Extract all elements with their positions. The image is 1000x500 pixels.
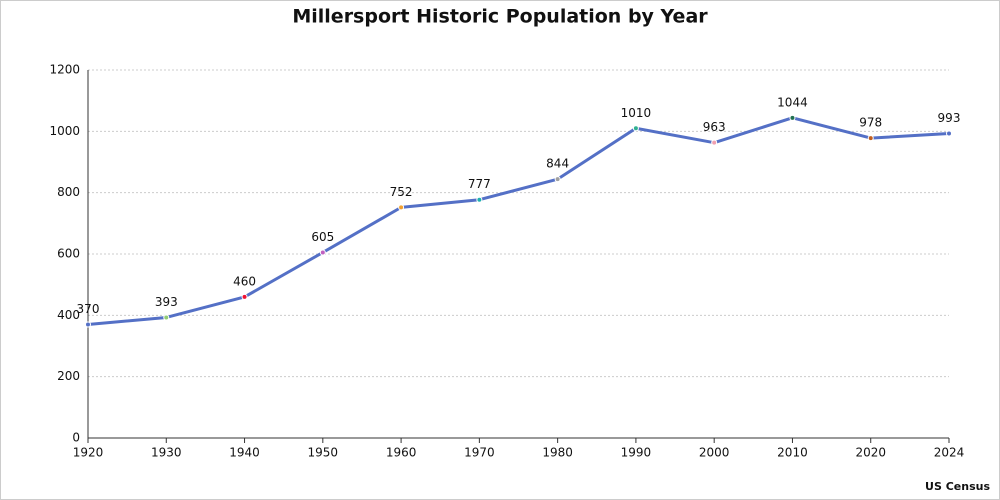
point [632,125,639,132]
y-tick-label: 600 [57,247,80,261]
data-label: 752 [390,185,413,199]
data-label: 1044 [777,95,808,109]
y-tick-label: 800 [57,185,80,199]
source-note: US Census [925,480,990,493]
data-label: 978 [859,116,882,130]
chart-title: Millersport Historic Population by Year [292,6,708,28]
x-tick-label: 1980 [542,446,573,460]
point [789,114,796,121]
x-tick-label: 2010 [777,446,808,460]
x-tick-label: 1950 [308,446,339,460]
point [85,321,91,328]
point [554,176,561,183]
x-tick-label: 1960 [386,446,417,460]
data-label: 777 [468,177,491,191]
x-tick-label: 1990 [621,446,652,460]
y-tick-label: 1000 [49,124,80,138]
point [398,204,405,211]
point [946,130,952,137]
data-label: 963 [703,120,726,134]
x-tick-label: 2024 [934,446,965,460]
x-tick-label: 1940 [229,446,260,460]
y-tick-label: 400 [57,308,80,322]
point [163,314,170,321]
data-label: 393 [155,295,178,309]
x-tick-label: 2000 [699,446,730,460]
x-tick-label: 1970 [464,446,495,460]
data-label: 1010 [621,106,652,120]
y-tick-label: 200 [57,369,80,383]
point [867,135,874,142]
point [241,293,248,300]
data-label: 460 [233,274,256,288]
data-label: 993 [938,111,961,125]
data-label: 370 [77,302,100,316]
y-tick-label: 0 [72,431,80,445]
point [711,139,718,146]
x-tick-label: 1930 [151,446,182,460]
x-tick-label: 2020 [855,446,886,460]
data-label: 844 [546,157,569,171]
line [87,116,950,327]
point [319,249,326,256]
y-tick-label: 1200 [49,63,80,77]
data-label: 605 [311,230,334,244]
x-tick-label: 1920 [73,446,104,460]
point [476,196,483,203]
